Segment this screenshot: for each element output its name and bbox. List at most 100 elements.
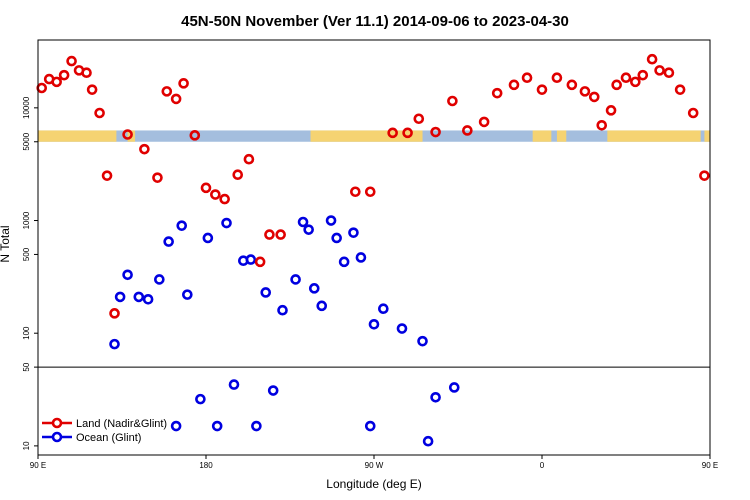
ocean-point <box>211 420 223 432</box>
ocean-point <box>221 217 232 229</box>
land-point <box>637 69 649 81</box>
ocean-point <box>308 283 320 294</box>
ocean-point <box>122 269 133 281</box>
land-point <box>364 186 376 198</box>
land-point <box>86 84 98 95</box>
legend-entry: Land (Nadir&Glint) <box>76 418 167 430</box>
ocean-point <box>195 393 206 405</box>
legend-entry: Ocean (Glint) <box>76 432 141 444</box>
ocean-point <box>331 232 342 244</box>
land-band-segment <box>704 130 710 142</box>
land-point <box>122 129 133 140</box>
land-point <box>646 53 658 65</box>
land-point <box>508 79 520 91</box>
land-point <box>654 65 665 76</box>
ocean-point <box>303 224 314 235</box>
x-tick-label: 90 E <box>30 461 46 470</box>
ocean-point <box>277 304 288 316</box>
y-tick-label: 50 <box>22 362 31 371</box>
land-point <box>51 76 62 88</box>
y-axis: 10 50 100 500 1000 5000 10000 <box>22 96 38 450</box>
land-point <box>430 126 441 138</box>
land-point <box>630 76 641 88</box>
land-series <box>36 53 710 319</box>
legend-marker <box>51 431 63 443</box>
ocean-point <box>228 379 240 390</box>
legend-marker <box>51 417 63 429</box>
ocean-point <box>260 287 272 298</box>
land-point <box>152 172 163 183</box>
ocean-point <box>417 335 428 347</box>
land-point <box>109 308 120 319</box>
ocean-point <box>163 236 174 247</box>
land-point <box>219 193 230 205</box>
land-point <box>579 86 591 97</box>
ocean-point <box>109 338 120 350</box>
ocean-point <box>202 232 214 244</box>
chart-title: 45N-50N November (Ver 11.1) 2014-09-06 t… <box>181 13 569 30</box>
land-point <box>243 153 255 165</box>
land-point <box>36 82 48 94</box>
ocean-point <box>338 256 350 268</box>
ocean-point <box>355 252 367 263</box>
land-point <box>687 107 699 119</box>
land-band-segment <box>532 130 552 142</box>
ocean-point <box>290 274 301 285</box>
ocean-point <box>368 318 380 330</box>
land-point <box>551 72 563 84</box>
x-axis-label: Longitude (deg E) <box>326 477 421 491</box>
ocean-point <box>133 291 145 303</box>
x-tick-label: 90 E <box>702 461 718 470</box>
ocean-point <box>348 227 359 238</box>
x-tick-label: 0 <box>540 461 545 470</box>
ocean-point <box>182 289 193 300</box>
land-point <box>611 79 622 91</box>
land-band-segment <box>38 130 117 142</box>
ocean-point <box>325 215 337 226</box>
land-point <box>605 105 617 116</box>
y-tick-label: 1000 <box>22 211 31 229</box>
land-point <box>663 67 675 79</box>
ocean-point <box>378 303 389 314</box>
ocean-point <box>448 382 460 393</box>
land-point <box>94 107 105 119</box>
land-point <box>402 127 413 139</box>
land-point <box>588 91 600 103</box>
land-point <box>596 119 608 131</box>
land-point <box>275 229 286 240</box>
land-point <box>200 182 212 194</box>
land-point <box>699 170 710 181</box>
y-axis-label: N Total <box>0 225 12 262</box>
land-point <box>58 69 70 81</box>
ocean-point <box>176 220 188 231</box>
ocean-point <box>154 274 165 285</box>
ocean-point <box>422 435 434 447</box>
y-tick-label: 500 <box>22 247 31 261</box>
land-point <box>521 72 533 84</box>
x-tick-label: 90 W <box>365 461 384 470</box>
y-tick-label: 100 <box>22 326 31 340</box>
land-point <box>491 87 503 99</box>
ocean-point <box>114 291 126 303</box>
land-point <box>264 229 275 240</box>
land-point <box>139 143 150 155</box>
ocean-point <box>251 420 262 432</box>
land-point <box>413 113 425 125</box>
land-point <box>101 170 113 181</box>
land-point <box>350 186 361 198</box>
y-tick-label: 5000 <box>22 132 31 150</box>
land-point <box>536 84 548 95</box>
ocean-point <box>245 254 257 265</box>
x-tick-label: 180 <box>199 461 213 470</box>
land-point <box>674 84 686 95</box>
land-point <box>210 189 221 200</box>
land-ocean-band <box>38 130 710 142</box>
ocean-point <box>297 216 309 228</box>
land-point <box>462 125 473 136</box>
ocean-point <box>396 323 408 334</box>
land-point <box>232 169 244 181</box>
land-point <box>254 256 266 268</box>
land-point <box>620 72 632 84</box>
